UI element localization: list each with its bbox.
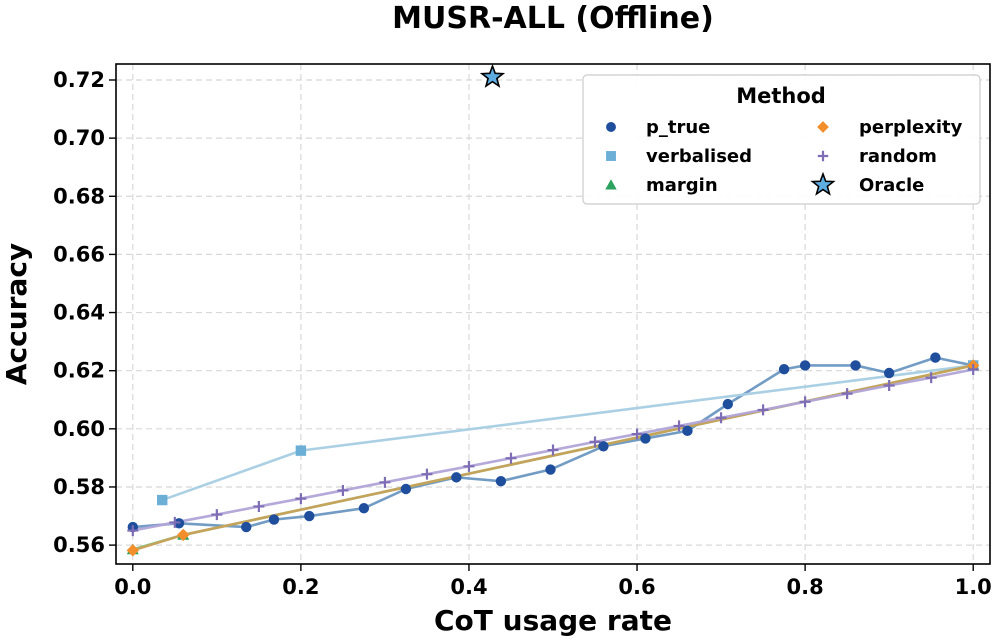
data-point-perplexity <box>126 544 140 557</box>
x-tick-label: 0.8 <box>787 575 824 599</box>
legend-marker-margin <box>605 179 617 190</box>
y-tick-label: 0.72 <box>53 68 105 92</box>
data-point-random <box>253 500 265 512</box>
data-point-random <box>925 372 937 384</box>
legend-label-margin: margin <box>646 175 718 196</box>
data-point-p_true <box>799 360 811 371</box>
legend-label-Oracle: Oracle <box>859 175 924 196</box>
chart-title: MUSR-ALL (Offline) <box>392 1 714 36</box>
data-point-random <box>463 460 475 472</box>
y-tick-label: 0.70 <box>53 126 105 150</box>
legend-title: Method <box>736 84 826 108</box>
data-point-random <box>715 412 727 424</box>
data-point-p_true <box>722 398 733 410</box>
legend-marker-random <box>817 150 829 162</box>
data-point-random <box>169 516 181 528</box>
data-point-random <box>127 525 139 537</box>
x-tick-label: 0.2 <box>282 575 319 599</box>
legend-marker-Oracle <box>810 171 836 196</box>
y-tick-label: 0.56 <box>53 533 105 557</box>
data-point-p_true <box>400 483 412 495</box>
data-point-perplexity <box>177 528 190 542</box>
data-point-p_true <box>883 367 895 379</box>
data-point-p_true <box>850 360 861 371</box>
data-point-random <box>799 396 811 408</box>
data-point-random <box>589 436 601 448</box>
x-tick-label: 0.0 <box>114 575 151 599</box>
x-axis: 0.0 0.2 0.4 0.6 0.8 1.0 <box>114 564 992 599</box>
legend-box <box>582 74 981 205</box>
data-point-random <box>757 404 769 416</box>
y-tick-label: 0.66 <box>53 242 105 266</box>
legend-label-p_true: p_true <box>646 117 710 138</box>
data-point-p_true <box>451 472 462 483</box>
plot-frame <box>115 63 991 565</box>
x-tick-label: 1.0 <box>955 575 992 599</box>
series-line-verbalised <box>160 364 975 502</box>
legend-marker-p_true <box>606 122 616 132</box>
data-point-random <box>547 444 559 456</box>
legend: Method p_true verbalised margin perplexity r… <box>582 74 981 205</box>
data-point-p_true <box>495 475 507 487</box>
data-point-Oracle <box>479 63 506 88</box>
data-point-random <box>967 364 979 376</box>
legend-label-perplexity: perplexity <box>859 117 963 138</box>
y-tick-label: 0.58 <box>53 475 105 499</box>
data-point-random <box>379 476 391 488</box>
y-axis-label: Accuracy <box>0 243 33 385</box>
data-point-p_true <box>304 510 315 522</box>
data-point-random <box>505 452 517 464</box>
y-axis: 0.56 0.58 0.60 0.62 0.64 0.66 0.68 0.70 0.72 <box>53 68 116 557</box>
data-point-verbalised <box>157 494 168 506</box>
data-point-random <box>883 380 895 392</box>
y-tick-label: 0.60 <box>53 417 105 441</box>
legend-marker-perplexity <box>817 121 829 133</box>
x-tick-label: 0.4 <box>450 575 487 599</box>
legend-label-verbalised: verbalised <box>646 146 752 167</box>
x-tick-label: 0.6 <box>618 575 655 599</box>
series-markers <box>126 63 980 557</box>
data-point-p_true <box>598 441 609 452</box>
data-point-random <box>421 468 433 480</box>
data-point-p_true <box>930 352 941 363</box>
data-point-p_true <box>268 514 280 525</box>
y-tick-label: 0.62 <box>53 359 105 383</box>
data-point-random <box>295 493 307 505</box>
x-axis-label: CoT usage rate <box>434 604 672 637</box>
data-point-random <box>841 388 853 400</box>
data-point-random <box>337 484 349 496</box>
data-point-p_true <box>682 425 693 437</box>
data-point-random <box>631 428 643 440</box>
data-point-p_true <box>640 433 651 444</box>
data-point-random <box>673 420 685 432</box>
series-line-p_true <box>131 356 975 529</box>
data-point-p_true <box>545 464 556 475</box>
data-point-random <box>211 509 223 521</box>
y-tick-label: 0.64 <box>53 301 105 325</box>
data-point-p_true <box>778 364 790 375</box>
y-tick-label: 0.68 <box>53 184 105 208</box>
legend-marker-verbalised <box>606 151 616 161</box>
data-point-p_true <box>241 521 252 533</box>
data-point-verbalised <box>295 445 307 456</box>
data-point-p_true <box>358 502 370 514</box>
legend-label-random: random <box>859 146 937 167</box>
